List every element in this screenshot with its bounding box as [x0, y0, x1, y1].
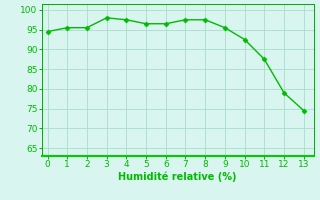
X-axis label: Humidité relative (%): Humidité relative (%) [118, 172, 237, 182]
